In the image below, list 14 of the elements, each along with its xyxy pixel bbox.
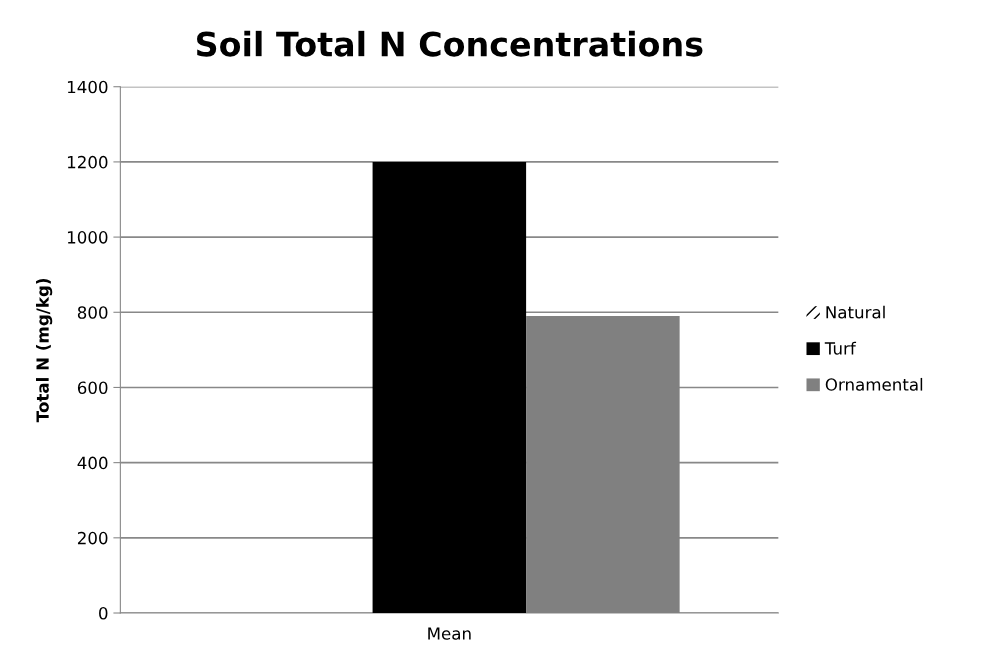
legend-label: Turf [824,341,857,355]
y-tick-label: 400 [77,456,108,470]
y-axis-title: Total N (mg/kg) [35,278,53,423]
y-tick-label: 200 [77,531,108,545]
y-tick-label: 1400 [67,80,108,94]
legend-label: Ornamental [825,377,923,391]
y-tick-label: 1000 [67,231,108,244]
x-tick-label: Mean [428,627,471,640]
chart-title: Soil Total N Concentrations [197,30,703,57]
y-tick-label: 1200 [67,155,108,169]
y-tick-label: 800 [77,306,108,319]
y-tick-label: 600 [77,381,108,395]
legend-label: Natural [826,305,885,319]
y-tick-label: 0 [99,606,108,620]
